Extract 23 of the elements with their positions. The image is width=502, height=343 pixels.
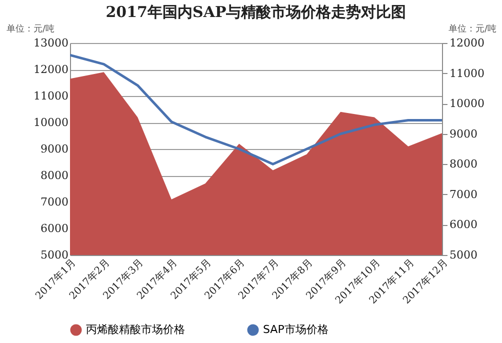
y2-tick-label: 8000 bbox=[450, 158, 478, 171]
y-tick-label: 13000 bbox=[34, 36, 68, 50]
y2-tick-label: 6000 bbox=[450, 218, 478, 232]
y-tick-label: 5000 bbox=[40, 248, 68, 262]
y-tick-label: 9000 bbox=[40, 142, 68, 156]
legend-label: SAP市场价格 bbox=[263, 323, 328, 336]
y2-tick-label: 5000 bbox=[450, 248, 478, 262]
y-tick-label: 12000 bbox=[34, 63, 68, 76]
y2-tick-label: 10000 bbox=[450, 97, 484, 110]
y2-axis-title: 单位：元/吨 bbox=[448, 24, 497, 34]
y2-tick-label: 9000 bbox=[450, 127, 478, 140]
y-tick-label: 11000 bbox=[34, 90, 68, 102]
y-axis-title: 单位：元/吨 bbox=[6, 24, 55, 34]
chart-title: 2017年国内SAP与精酸市场价格走势对比图 bbox=[106, 3, 406, 21]
y-tick-label: 10000 bbox=[34, 116, 68, 129]
y-tick-label: 8000 bbox=[40, 169, 68, 182]
y-tick-label: 7000 bbox=[40, 196, 68, 208]
line-series bbox=[70, 54, 442, 166]
y2-tick-label: 7000 bbox=[450, 188, 478, 201]
y-tick-label: 6000 bbox=[40, 222, 68, 235]
legend-label: 丙烯酸精酸市场价格 bbox=[86, 323, 185, 336]
y2-tick-label: 12000 bbox=[450, 36, 484, 50]
y2-tick-label: 11000 bbox=[450, 66, 484, 80]
